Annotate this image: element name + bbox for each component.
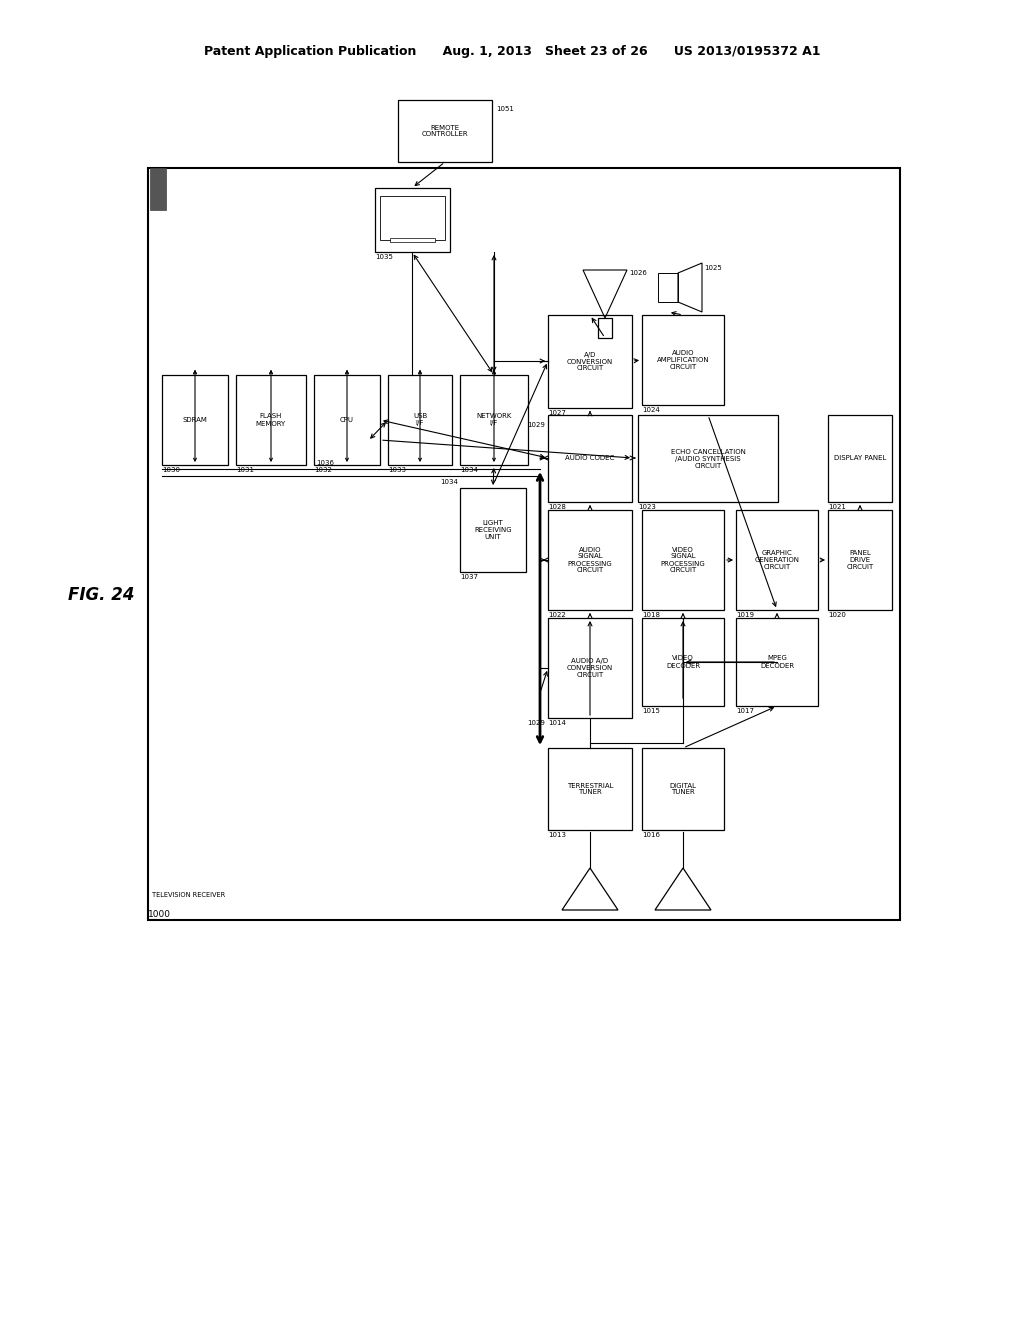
- Bar: [642, 748, 724, 830]
- Bar: [148, 168, 900, 920]
- Text: A/D
CONVERSION
CIRCUIT: A/D CONVERSION CIRCUIT: [567, 351, 613, 371]
- Text: FIG. 24: FIG. 24: [68, 586, 134, 605]
- Bar: [375, 187, 450, 252]
- Text: AUDIO
AMPLIFICATION
CIRCUIT: AUDIO AMPLIFICATION CIRCUIT: [656, 350, 710, 370]
- Text: AUDIO A/D
CONVERSION
CIRCUIT: AUDIO A/D CONVERSION CIRCUIT: [567, 657, 613, 678]
- Bar: [388, 375, 452, 465]
- Text: 1000: 1000: [148, 909, 171, 919]
- Text: 1030: 1030: [162, 467, 180, 473]
- Bar: [638, 414, 778, 502]
- Bar: [598, 318, 612, 338]
- Text: CPU: CPU: [340, 417, 354, 422]
- Text: 1034: 1034: [440, 479, 458, 484]
- Text: LIGHT
RECEIVING
UNIT: LIGHT RECEIVING UNIT: [474, 520, 512, 540]
- Text: TELEVISION RECEIVER: TELEVISION RECEIVER: [152, 892, 225, 898]
- Bar: [380, 195, 445, 240]
- Bar: [642, 315, 724, 405]
- Text: AUDIO CODEC: AUDIO CODEC: [565, 455, 614, 462]
- Bar: [642, 510, 724, 610]
- Text: 1033: 1033: [388, 467, 406, 473]
- Bar: [236, 375, 306, 465]
- Text: VIDEO
SIGNAL
PROCESSING
CIRCUIT: VIDEO SIGNAL PROCESSING CIRCUIT: [660, 546, 706, 573]
- Text: 1019: 1019: [736, 612, 754, 618]
- Text: 1025: 1025: [705, 265, 722, 271]
- Text: 1035: 1035: [375, 253, 393, 260]
- Text: USB
I/F: USB I/F: [413, 413, 427, 426]
- Text: 1027: 1027: [548, 411, 566, 416]
- Bar: [548, 315, 632, 408]
- Text: DISPLAY PANEL: DISPLAY PANEL: [834, 455, 886, 462]
- Text: 1034: 1034: [460, 467, 478, 473]
- Bar: [548, 510, 632, 610]
- Text: 1023: 1023: [638, 504, 656, 510]
- Text: 1037: 1037: [460, 574, 478, 579]
- Text: 1024: 1024: [642, 407, 659, 413]
- Bar: [736, 618, 818, 706]
- Bar: [390, 238, 435, 242]
- Bar: [828, 510, 892, 610]
- Text: 1014: 1014: [548, 719, 566, 726]
- Text: PANEL
DRIVE
CIRCUIT: PANEL DRIVE CIRCUIT: [847, 550, 873, 570]
- Text: FLASH
MEMORY: FLASH MEMORY: [256, 413, 286, 426]
- Text: 1032: 1032: [314, 467, 332, 473]
- Text: 1016: 1016: [642, 832, 660, 838]
- Text: GRAPHIC
GENERATION
CIRCUIT: GRAPHIC GENERATION CIRCUIT: [755, 550, 800, 570]
- Text: DIGITAL
TUNER: DIGITAL TUNER: [670, 783, 696, 796]
- Bar: [548, 414, 632, 502]
- Text: 1020: 1020: [828, 612, 846, 618]
- Text: 1026: 1026: [629, 271, 647, 276]
- Bar: [548, 748, 632, 830]
- Text: 1018: 1018: [642, 612, 660, 618]
- Text: 1028: 1028: [548, 504, 566, 510]
- Text: VIDEO
DECODER: VIDEO DECODER: [666, 656, 700, 668]
- Text: REMOTE
CONTROLLER: REMOTE CONTROLLER: [422, 124, 468, 137]
- Text: 1029: 1029: [527, 422, 545, 428]
- Bar: [314, 375, 380, 465]
- Text: MPEG
DECODER: MPEG DECODER: [760, 656, 794, 668]
- Text: ECHO CANCELLATION
/AUDIO SYNTHESIS
CIRCUIT: ECHO CANCELLATION /AUDIO SYNTHESIS CIRCU…: [671, 449, 745, 469]
- Text: AUDIO
SIGNAL
PROCESSING
CIRCUIT: AUDIO SIGNAL PROCESSING CIRCUIT: [567, 546, 612, 573]
- Bar: [548, 618, 632, 718]
- Bar: [150, 168, 166, 210]
- Text: 1036: 1036: [316, 459, 334, 466]
- Bar: [642, 618, 724, 706]
- Bar: [460, 488, 526, 572]
- Text: 1021: 1021: [828, 504, 846, 510]
- Bar: [398, 100, 492, 162]
- Text: NETWORK
I/F: NETWORK I/F: [476, 413, 512, 426]
- Bar: [338, 425, 368, 458]
- Bar: [460, 375, 528, 465]
- Text: 1031: 1031: [236, 467, 254, 473]
- Text: 1022: 1022: [548, 612, 565, 618]
- Bar: [828, 414, 892, 502]
- Text: Patent Application Publication      Aug. 1, 2013   Sheet 23 of 26      US 2013/0: Patent Application Publication Aug. 1, 2…: [204, 45, 820, 58]
- Bar: [658, 273, 678, 302]
- Text: 1017: 1017: [736, 708, 754, 714]
- Bar: [162, 375, 228, 465]
- Text: 1051: 1051: [496, 106, 514, 112]
- Text: 1013: 1013: [548, 832, 566, 838]
- Bar: [736, 510, 818, 610]
- Text: TERRESTRIAL
TUNER: TERRESTRIAL TUNER: [566, 783, 613, 796]
- Text: 1029: 1029: [527, 719, 545, 726]
- Text: SDRAM: SDRAM: [182, 417, 208, 422]
- Text: 1015: 1015: [642, 708, 659, 714]
